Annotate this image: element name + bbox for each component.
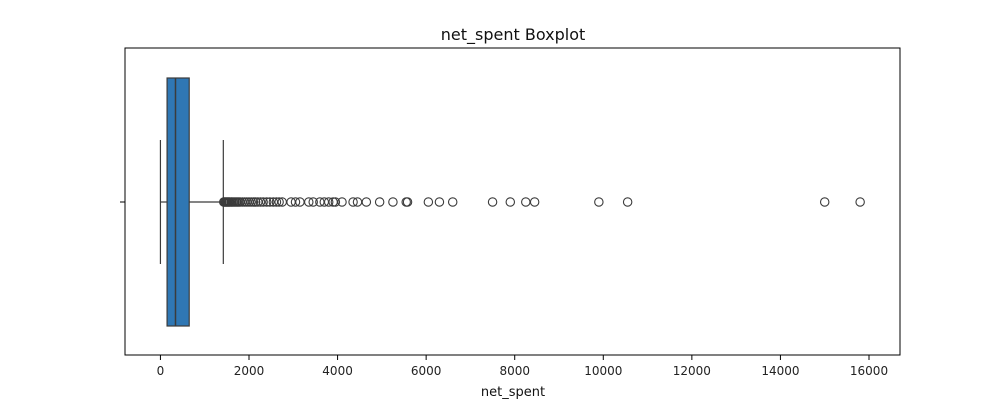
outlier-point [261,197,272,207]
outlier-point [274,197,284,207]
x-tick-label: 16000 [850,364,888,378]
outlier-point [819,197,830,207]
outlier-point [434,197,445,207]
x-tick-label: 14000 [761,364,799,378]
x-tick-label: 2000 [234,364,265,378]
outlier-point [521,197,531,207]
outlier-point [323,197,334,207]
outlier-point [255,197,266,207]
outlier-point [265,197,275,207]
outlier-point [388,197,398,207]
x-tick-label: 12000 [673,364,711,378]
box-group [159,77,224,327]
outlier-point [304,197,314,207]
outlier-point [423,197,434,207]
outlier-point [402,197,413,207]
outlier-point [622,197,633,207]
x-tick-label: 0 [157,364,165,378]
x-axis: 0 2000 4000 6000 8000 10000 12000 14000 16000 [157,355,888,378]
x-tick-label: 10000 [584,364,622,378]
x-tick-label: 4000 [322,364,353,378]
outlier-point [594,197,604,207]
outlier-point [374,197,385,207]
outlier-point [505,197,516,207]
outlier-point [348,197,358,207]
outlier-group [219,197,865,207]
outlier-point [337,197,347,207]
outlier-point [258,197,268,207]
outlier-point [308,197,318,207]
outlier-point [855,197,865,207]
outlier-point [529,197,540,207]
outlier-point [487,197,498,207]
outlier-point [271,197,282,207]
x-tick-label: 8000 [499,364,530,378]
x-axis-label: net_spent [481,385,545,400]
outlier-point [290,197,301,207]
x-tick-label: 6000 [411,364,442,378]
iqr-box [166,77,190,327]
outlier-point [447,197,458,207]
outlier-point [330,197,341,207]
chart-title: net_spent Boxplot [441,25,586,45]
outlier-point [361,197,372,207]
